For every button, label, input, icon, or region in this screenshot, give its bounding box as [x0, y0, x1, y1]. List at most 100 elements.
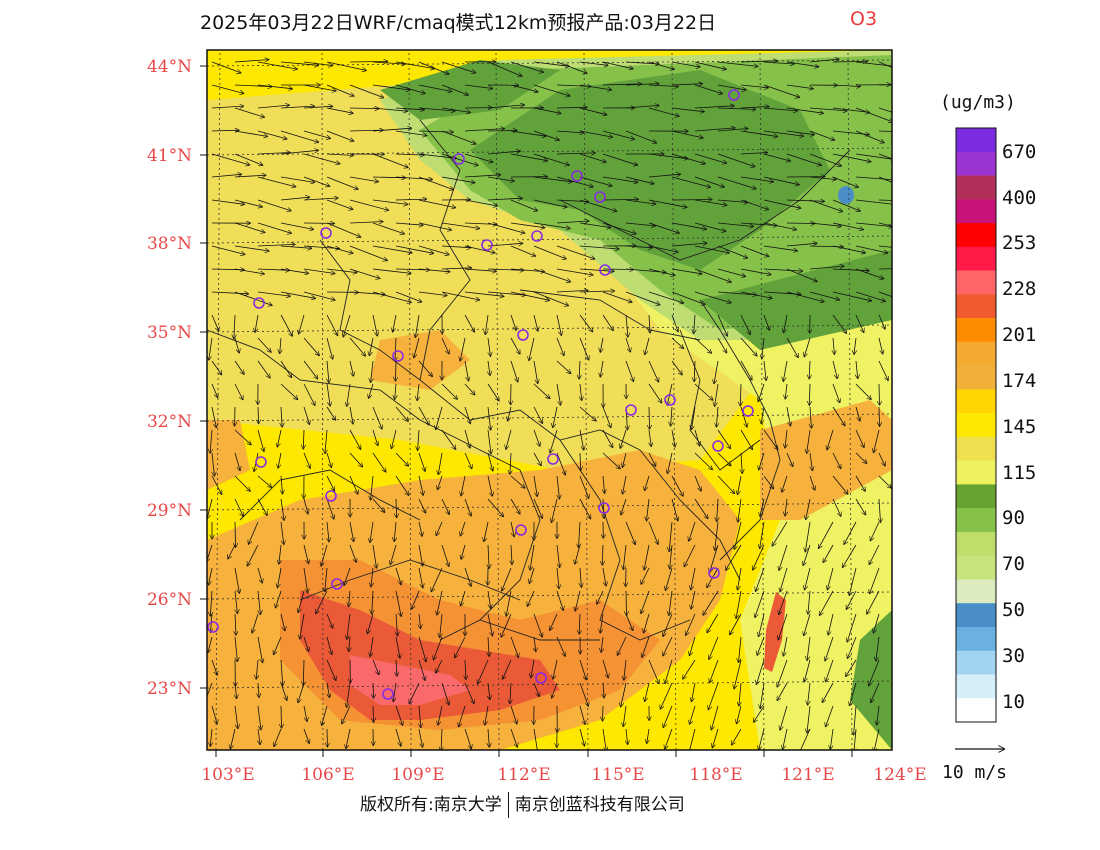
wind-arrow [730, 613, 742, 635]
lon-label-121: 121°E [781, 765, 834, 785]
wind-arrow [820, 590, 834, 615]
wind-arrow [855, 291, 885, 301]
wind-arrow [396, 659, 397, 676]
wind-arrow [855, 406, 860, 421]
wind-arrow [556, 383, 561, 405]
wind-arrow [303, 84, 336, 91]
wind-arrow [855, 176, 892, 180]
wind-arrow [533, 682, 539, 696]
wind-arrow [510, 291, 549, 300]
wind-arrow [809, 59, 839, 63]
wind-arrow [671, 360, 682, 375]
wind-arrow [878, 360, 888, 380]
wind-arrow [372, 498, 385, 512]
wind-arrow [372, 590, 373, 614]
wind-arrow [601, 636, 603, 652]
lat-label-23: 23°N [147, 679, 192, 699]
wind-arrow [879, 406, 880, 426]
wind-arrow [645, 475, 650, 490]
wind-arrow [649, 406, 650, 429]
wind-arrow [648, 383, 662, 403]
wind-arrow [533, 268, 570, 282]
lat-label-38: 38°N [147, 234, 192, 254]
wind-arrow [459, 705, 466, 727]
wind-arrow [327, 360, 329, 382]
wind-arrow [418, 567, 423, 588]
wind-arrow [441, 291, 479, 300]
wind-arrow [533, 199, 567, 207]
station-marker [382, 688, 394, 700]
wind-arrow [510, 636, 518, 657]
wind-arrow [415, 314, 420, 337]
colorbar-unit: (ug/m3) [940, 92, 1016, 113]
colorbar-swatch [956, 270, 996, 295]
wind-arrow [878, 314, 885, 329]
wind-arrow [211, 199, 244, 204]
wind-arrow [257, 61, 297, 69]
wind-arrow [579, 705, 585, 724]
wind-arrow [694, 222, 726, 231]
wind-arrow [395, 728, 401, 746]
wind-arrow [786, 406, 790, 426]
wind-arrow [717, 498, 718, 521]
colorbar-swatch [956, 128, 996, 153]
colorbar-level-label: 174 [1002, 370, 1036, 392]
wind-arrow [280, 337, 281, 353]
wind-arrow [370, 521, 374, 542]
wind-arrow [641, 567, 650, 584]
wind-arrow [644, 613, 650, 633]
wind-arrow [737, 705, 742, 724]
wind-arrow [510, 337, 520, 354]
wind-arrow [533, 383, 550, 398]
wind-arrow [759, 452, 765, 470]
wind-arrow [257, 84, 292, 89]
wind-arrow [648, 222, 679, 233]
wind-arrow [879, 383, 880, 405]
wind-arrow [717, 291, 756, 295]
wind-arrow [668, 452, 673, 473]
wind-arrow [734, 659, 742, 689]
wind-arrow [210, 728, 212, 746]
wind-arrow [280, 682, 287, 700]
wind-arrow [810, 452, 812, 470]
wind-arrow [556, 131, 583, 133]
wind-arrow [763, 475, 773, 489]
wind-arrow [671, 475, 683, 496]
wind-arrow [281, 705, 282, 728]
wind-arrow [257, 337, 271, 352]
wind-arrow [257, 105, 289, 109]
wind-arrow [694, 337, 711, 353]
wind-arrow [649, 429, 651, 446]
wind-arrow [436, 659, 443, 673]
wind-arrow [441, 61, 475, 73]
wind-arrow [412, 590, 420, 609]
wind-arrow [510, 521, 514, 537]
wind-arrow [645, 337, 650, 354]
wind-arrow [832, 475, 848, 494]
wind-arrow [830, 728, 834, 749]
wind-arrow [579, 360, 580, 379]
wind-arrow [510, 705, 517, 724]
wind-arrow [464, 314, 474, 332]
wind-arrow [487, 406, 491, 430]
wind-arrow [441, 153, 478, 165]
wind-arrow [694, 475, 701, 491]
wind-arrow [210, 590, 212, 616]
wind-arrow [717, 129, 748, 132]
wind-arrow [436, 406, 443, 429]
station-marker [531, 230, 543, 242]
wind-arrow [349, 222, 383, 223]
wind-arrow [855, 199, 892, 205]
wind-arrow [280, 61, 318, 65]
wind-arrow [464, 360, 469, 381]
wind-arrow [349, 268, 380, 278]
wind-arrow [579, 406, 596, 421]
wind-arrow [409, 682, 420, 703]
wind-arrow [833, 337, 834, 354]
colorbar-level-label: 145 [1002, 416, 1036, 438]
wind-arrow [211, 106, 243, 108]
wind-arrow [211, 705, 217, 724]
wind-arrow [533, 452, 541, 465]
wind-arrow [533, 475, 537, 496]
wind-arrow [878, 222, 892, 227]
